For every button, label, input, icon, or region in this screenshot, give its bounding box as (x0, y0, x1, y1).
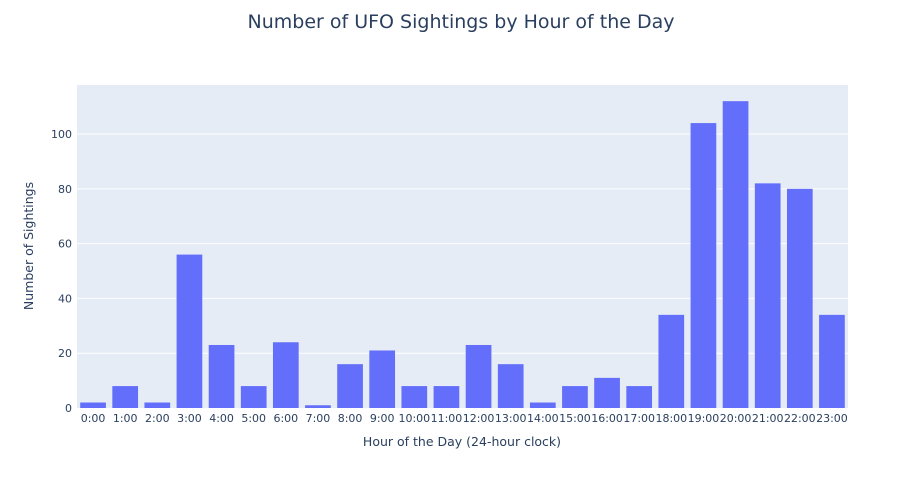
plot-background (77, 85, 848, 408)
x-tick-labels: 0:00 1:00 2:00 3:00 4:00 5:00 6:00 7:00 8:00 9:00… (81, 412, 848, 425)
x-tick-label: 11:00 (431, 412, 463, 425)
x-tick-label: 15:00 (559, 412, 591, 425)
x-tick-label: 19:00 (688, 412, 720, 425)
bar-15-00 (562, 386, 588, 408)
grid-lines (77, 133, 848, 354)
bar-16-00 (594, 377, 620, 408)
x-tick-label: 12:00 (463, 412, 495, 425)
y-axis-title: Number of Sightings (21, 182, 36, 310)
chart-title: Number of UFO Sightings by Hour of the D… (248, 11, 675, 33)
x-tick-label: 16:00 (591, 412, 623, 425)
bar-6-00 (272, 342, 299, 408)
y-tick-label: 40 (58, 292, 72, 305)
x-tick-label: 4:00 (209, 412, 234, 425)
bar-2-00 (144, 402, 171, 408)
bar-21-00 (754, 183, 781, 408)
x-tick-label: 13:00 (495, 412, 527, 425)
x-tick-label: 5:00 (241, 412, 266, 425)
x-tick-label: 6:00 (273, 412, 298, 425)
bar-10-00 (401, 386, 428, 408)
bar-9-00 (369, 350, 396, 408)
x-tick-label: 18:00 (655, 412, 687, 425)
bar-22-00 (786, 188, 813, 408)
x-tick-label: 17:00 (623, 412, 655, 425)
bar-23-00 (819, 314, 845, 408)
bar-19-00 (690, 123, 717, 409)
x-tick-label: 0:00 (81, 412, 106, 425)
y-tick-label: 20 (58, 347, 72, 360)
bar-3-00 (176, 254, 203, 408)
bar-11-00 (433, 386, 460, 408)
y-tick-label: 80 (58, 183, 72, 196)
bar-4-00 (208, 344, 235, 408)
y-tick-label: 100 (51, 128, 72, 141)
bar-18-00 (658, 314, 685, 408)
x-tick-label: 20:00 (720, 412, 752, 425)
x-tick-label: 23:00 (816, 412, 848, 425)
bar-7-00 (305, 405, 331, 408)
x-tick-label: 7:00 (306, 412, 331, 425)
bar-0-00 (80, 402, 106, 408)
x-tick-label: 2:00 (145, 412, 170, 425)
x-tick-label: 3:00 (177, 412, 202, 425)
x-tick-label: 22:00 (784, 412, 816, 425)
x-axis-title: Hour of the Day (24-hour clock) (363, 434, 561, 449)
bar-20-00 (722, 101, 749, 408)
x-tick-label: 8:00 (338, 412, 363, 425)
y-tick-labels: 0 20 40 60 80 100 (51, 128, 72, 415)
bar-17-00 (626, 386, 653, 408)
bars (80, 101, 845, 409)
bar-13-00 (497, 364, 524, 408)
bar-14-00 (529, 402, 556, 408)
x-tick-label: 9:00 (370, 412, 395, 425)
bar-8-00 (337, 364, 363, 408)
x-tick-label: 1:00 (113, 412, 138, 425)
y-tick-label: 60 (58, 238, 72, 251)
bar-1-00 (112, 386, 139, 408)
y-tick-label: 0 (65, 402, 72, 415)
x-tick-label: 10:00 (398, 412, 430, 425)
bar-5-00 (240, 386, 267, 408)
x-tick-label: 21:00 (752, 412, 784, 425)
x-tick-label: 14:00 (527, 412, 559, 425)
bar-12-00 (465, 344, 492, 408)
